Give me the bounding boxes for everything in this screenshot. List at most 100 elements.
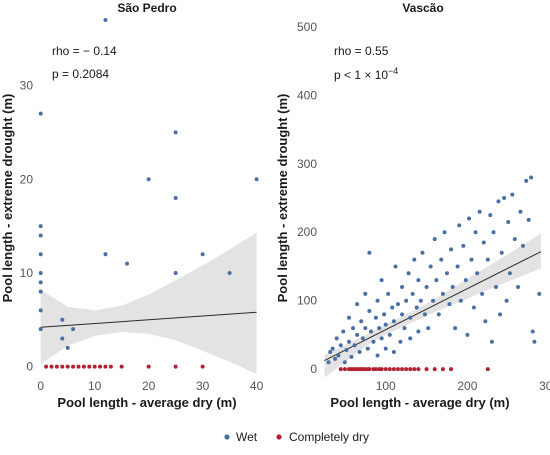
wet-point [439, 257, 444, 262]
wet-point [493, 285, 498, 289]
wet-point [328, 350, 333, 355]
p-value-base: p < 1 × 10 [334, 68, 388, 82]
wet-point [473, 230, 478, 235]
wet-point [355, 332, 360, 337]
panel-title: Vascão [402, 1, 443, 15]
wet-point [400, 285, 405, 289]
dry-point [416, 367, 421, 372]
dry-point [87, 364, 92, 369]
wet-point [526, 217, 531, 222]
wet-point [414, 305, 419, 310]
p-value-annotation: p = 0.2084 [52, 67, 109, 81]
y-tick-label: 10 [20, 266, 34, 280]
wet-point [524, 178, 529, 183]
wet-point [373, 315, 378, 320]
dry-point [44, 364, 49, 369]
dry-point [76, 364, 81, 369]
wet-point [447, 302, 452, 307]
wet-point [379, 336, 384, 341]
wet-point [496, 199, 501, 204]
wet-point [416, 329, 421, 334]
wet-point [537, 291, 542, 296]
wet-point [449, 247, 454, 252]
wet-point [338, 343, 343, 348]
wet-point [467, 216, 472, 221]
dry-point [342, 367, 347, 372]
wet-point [502, 196, 507, 200]
wet-point [469, 257, 474, 262]
wet-point [369, 329, 374, 334]
x-tick-label: 20 [142, 379, 156, 393]
dry-point [485, 367, 490, 372]
wet-point [400, 312, 405, 317]
dry-point [49, 364, 54, 369]
y-tick-label: 100 [297, 294, 317, 308]
wet-point [434, 278, 439, 283]
wet-point [477, 209, 482, 214]
wet-point [458, 298, 463, 303]
dry-point [387, 367, 392, 372]
dry-point [404, 367, 409, 372]
wet-point [383, 322, 388, 327]
dry-point [379, 367, 384, 372]
wet-point [103, 18, 108, 22]
wet-point [357, 350, 362, 355]
wet-point [60, 317, 65, 322]
y-axis-label: Pool length - extreme drought (m) [275, 94, 290, 303]
wet-point [436, 312, 441, 317]
wet-point [532, 339, 537, 344]
wet-point [38, 308, 43, 313]
dry-point [424, 367, 429, 372]
dry-point [173, 364, 178, 369]
wet-point [393, 264, 398, 269]
wet-point [173, 270, 178, 275]
dry-point [92, 364, 97, 369]
wet-point [382, 312, 387, 317]
wet-point [442, 230, 447, 235]
wet-point [424, 285, 429, 289]
y-tick-label: 400 [297, 88, 317, 102]
p-value-exponent: −4 [388, 66, 398, 76]
dry-point [200, 364, 205, 369]
wet-point [344, 347, 349, 352]
wet-point [398, 339, 403, 344]
wet-point [38, 233, 43, 238]
x-axis-label: Pool length - average dry (m) [330, 395, 509, 410]
dry-point [373, 367, 378, 372]
wet-point [463, 278, 468, 283]
wet-point [420, 250, 425, 255]
wet-point [512, 237, 517, 242]
wet-point [408, 336, 413, 341]
x-tick-label: 10 [88, 379, 102, 393]
dry-point [383, 367, 388, 372]
wet-point [227, 270, 232, 275]
wet-point [480, 291, 485, 296]
wet-point [371, 339, 376, 344]
wet-point [71, 327, 76, 332]
wet-point [529, 175, 534, 180]
wet-point [488, 213, 493, 218]
wet-point [351, 326, 356, 331]
wet-point [499, 250, 504, 255]
wet-point [516, 285, 521, 289]
x-tick-label: 0 [37, 379, 44, 393]
wet-point [342, 360, 347, 365]
wet-point [326, 360, 331, 365]
dry-point [103, 364, 108, 369]
wet-point [520, 243, 525, 248]
x-tick-label: 200 [457, 379, 477, 393]
y-tick-label: 30 [20, 79, 34, 93]
wet-point [346, 315, 351, 320]
wet-point [391, 350, 396, 355]
regression-line [324, 251, 542, 361]
dry-point [395, 367, 400, 372]
dry-point [98, 364, 103, 369]
wet-point [453, 326, 458, 331]
wet-point [367, 250, 372, 255]
wet-point [336, 353, 341, 358]
wet-point [416, 278, 421, 283]
dry-point [432, 367, 437, 372]
wet-point [383, 346, 388, 351]
wet-point [412, 257, 417, 262]
